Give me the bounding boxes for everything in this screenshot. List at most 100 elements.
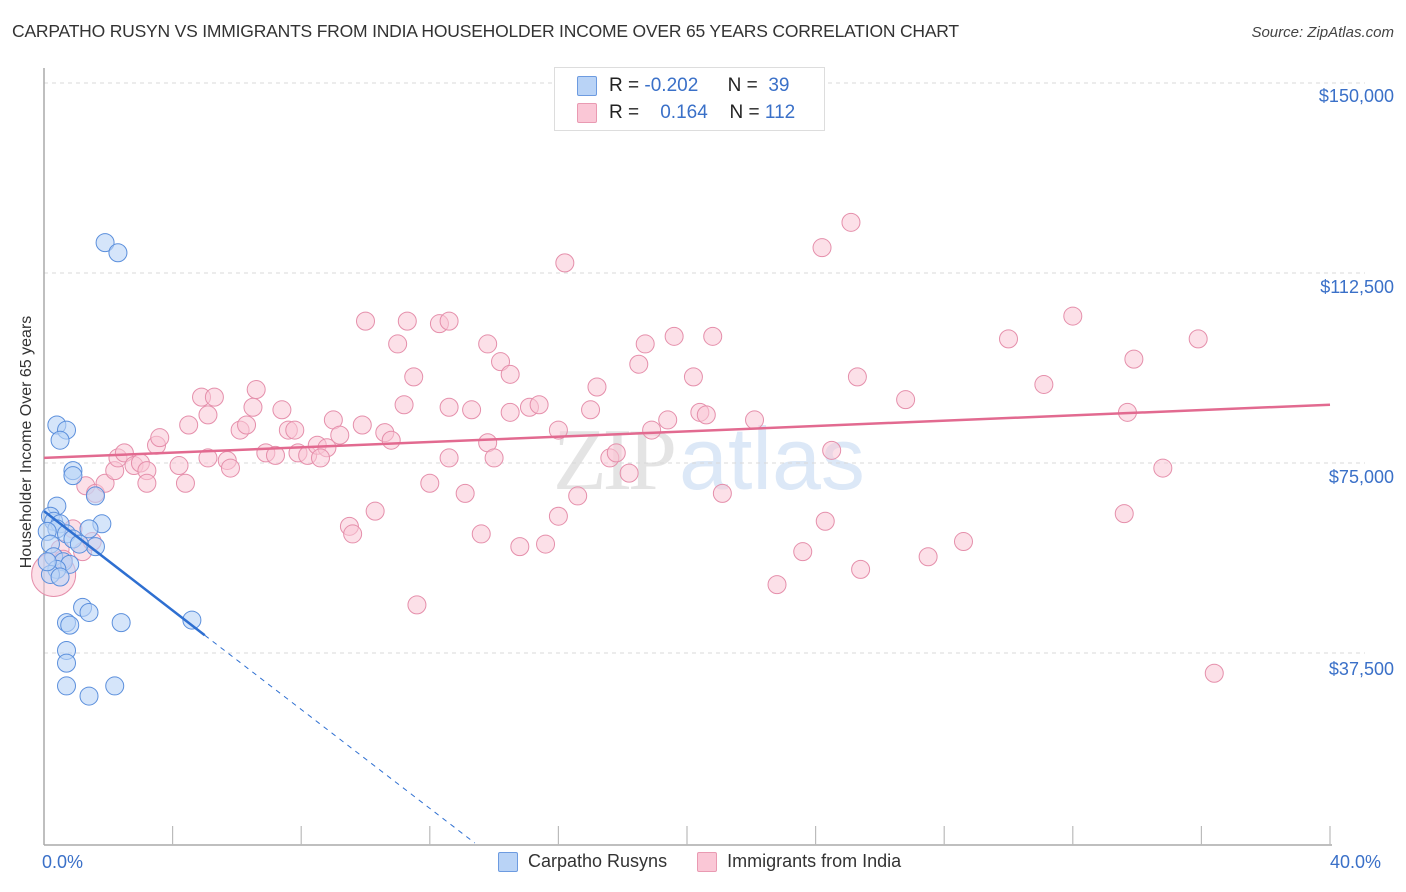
india-data-point[interactable] — [175, 473, 195, 493]
carpatho-data-point[interactable] — [108, 243, 128, 263]
india-data-point[interactable] — [397, 311, 417, 331]
india-data-point[interactable] — [237, 415, 257, 435]
india-data-point[interactable] — [953, 532, 973, 552]
india-data-point[interactable] — [310, 448, 330, 468]
india-data-point[interactable] — [478, 334, 498, 354]
india-data-point[interactable] — [114, 443, 134, 463]
india-data-point[interactable] — [896, 390, 916, 410]
carpatho-data-point[interactable] — [57, 676, 77, 696]
india-data-point[interactable] — [246, 380, 266, 400]
carpatho-data-point[interactable] — [60, 615, 80, 635]
india-data-point[interactable] — [1124, 349, 1144, 369]
india-data-point[interactable] — [712, 483, 732, 503]
india-data-point[interactable] — [420, 473, 440, 493]
india-data-point[interactable] — [455, 483, 475, 503]
india-data-point[interactable] — [462, 400, 482, 420]
india-data-point[interactable] — [745, 410, 765, 430]
india-data-point[interactable] — [548, 420, 568, 440]
india-data-point[interactable] — [635, 334, 655, 354]
india-data-point[interactable] — [198, 405, 218, 425]
india-data-point[interactable] — [439, 397, 459, 417]
india-data-point[interactable] — [587, 377, 607, 397]
india-data-point[interactable] — [137, 473, 157, 493]
india-data-point[interactable] — [536, 534, 556, 554]
carpatho-data-point[interactable] — [105, 676, 125, 696]
india-data-point[interactable] — [629, 354, 649, 374]
india-data-point[interactable] — [1063, 306, 1083, 326]
india-data-point[interactable] — [851, 559, 871, 579]
carpatho-data-point[interactable] — [79, 686, 99, 706]
india-data-point[interactable] — [683, 367, 703, 387]
india-data-point[interactable] — [285, 420, 305, 440]
india-data-point[interactable] — [658, 410, 678, 430]
india-data-point[interactable] — [204, 387, 224, 407]
india-data-point[interactable] — [179, 415, 199, 435]
india-data-point[interactable] — [793, 542, 813, 562]
india-data-point[interactable] — [365, 501, 385, 521]
carpatho-data-point[interactable] — [57, 653, 77, 673]
india-data-point[interactable] — [555, 253, 575, 273]
india-data-point[interactable] — [619, 463, 639, 483]
india-data-point[interactable] — [484, 448, 504, 468]
india-data-point[interactable] — [1034, 374, 1054, 394]
india-data-point[interactable] — [642, 420, 662, 440]
india-data-point[interactable] — [169, 456, 189, 476]
legend-item-carpatho-rusyns[interactable]: Carpatho Rusyns — [498, 851, 667, 872]
india-data-point[interactable] — [343, 524, 363, 544]
india-data-point[interactable] — [767, 575, 787, 595]
india-data-point[interactable] — [439, 311, 459, 331]
india-data-point[interactable] — [847, 367, 867, 387]
carpatho-data-point[interactable] — [111, 613, 131, 633]
india-data-point[interactable] — [491, 352, 511, 372]
india-data-point[interactable] — [510, 537, 530, 557]
india-data-point[interactable] — [407, 595, 427, 615]
india-data-point[interactable] — [198, 448, 218, 468]
carpatho-data-point[interactable] — [95, 233, 115, 253]
legend-item-immigrants-india[interactable]: Immigrants from India — [697, 851, 901, 872]
india-data-point[interactable] — [471, 524, 491, 544]
india-data-point[interactable] — [95, 473, 115, 493]
india-data-point[interactable] — [529, 395, 549, 415]
india-data-point[interactable] — [606, 443, 626, 463]
india-data-point[interactable] — [272, 400, 292, 420]
carpatho-data-point[interactable] — [63, 466, 83, 486]
india-data-point[interactable] — [150, 428, 170, 448]
carpatho-data-point[interactable] — [50, 567, 70, 587]
india-data-point[interactable] — [243, 397, 263, 417]
india-data-point[interactable] — [841, 212, 861, 232]
india-data-point[interactable] — [1114, 504, 1134, 524]
carpatho-data-point[interactable] — [85, 486, 105, 506]
carpatho-data-point[interactable] — [182, 610, 202, 630]
india-data-point[interactable] — [265, 445, 285, 465]
india-data-point[interactable] — [815, 511, 835, 531]
india-data-point[interactable] — [1188, 329, 1208, 349]
india-data-point[interactable] — [381, 430, 401, 450]
india-data-point[interactable] — [388, 334, 408, 354]
india-data-point[interactable] — [568, 486, 588, 506]
india-data-point[interactable] — [918, 547, 938, 567]
india-data-point[interactable] — [664, 326, 684, 346]
india-data-point[interactable] — [352, 415, 372, 435]
carpatho-data-point[interactable] — [50, 430, 70, 450]
carpatho-data-point[interactable] — [79, 602, 99, 622]
india-data-point[interactable] — [330, 425, 350, 445]
india-data-point[interactable] — [404, 367, 424, 387]
india-data-point[interactable] — [696, 405, 716, 425]
india-data-point[interactable] — [703, 326, 723, 346]
india-data-point[interactable] — [356, 311, 375, 331]
carpatho-data-point[interactable] — [37, 552, 57, 572]
legend-row-india: R = 0.164 N = 112 — [577, 101, 795, 125]
carpatho-data-point[interactable] — [79, 519, 99, 539]
india-data-point[interactable] — [812, 238, 832, 258]
india-data-point[interactable] — [500, 402, 520, 422]
india-data-point[interactable] — [439, 448, 459, 468]
india-data-point[interactable] — [822, 440, 842, 460]
india-data-point[interactable] — [500, 364, 520, 384]
india-data-point[interactable] — [548, 506, 568, 526]
india-data-point[interactable] — [220, 458, 240, 478]
india-data-point[interactable] — [999, 329, 1018, 349]
india-data-point[interactable] — [1204, 663, 1224, 683]
india-data-point[interactable] — [1153, 458, 1173, 478]
india-data-point[interactable] — [581, 400, 601, 420]
india-data-point[interactable] — [394, 395, 414, 415]
